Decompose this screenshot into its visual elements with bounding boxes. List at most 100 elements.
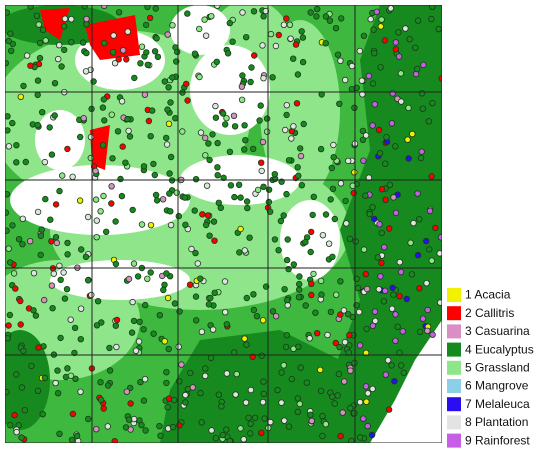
survey-point [117, 175, 124, 183]
survey-point [163, 141, 171, 148]
survey-point [30, 270, 38, 277]
survey-point [22, 158, 29, 166]
survey-point [402, 25, 409, 32]
survey-point [280, 21, 288, 28]
survey-point [208, 13, 215, 20]
survey-point [259, 138, 267, 146]
survey-point [207, 354, 215, 362]
survey-point [329, 185, 337, 192]
survey-point [88, 291, 95, 299]
survey-point [130, 317, 138, 325]
survey-point [64, 365, 71, 372]
survey-point [317, 145, 325, 153]
survey-point [13, 428, 20, 436]
survey-point [214, 139, 221, 147]
survey-point [130, 260, 138, 267]
survey-point [269, 308, 277, 315]
survey-point [356, 342, 364, 349]
survey-point [282, 126, 289, 134]
survey-point [69, 410, 77, 418]
survey-point [202, 365, 209, 372]
survey-point [382, 196, 389, 203]
survey-point [163, 270, 170, 277]
survey-point [230, 112, 238, 119]
survey-point [242, 399, 250, 406]
survey-point [63, 286, 71, 293]
survey-point [27, 5, 34, 10]
survey-point [165, 120, 173, 127]
survey-point [197, 389, 204, 397]
survey-point [137, 60, 144, 67]
survey-point [37, 251, 44, 259]
survey-point [386, 181, 394, 189]
survey-point [112, 260, 120, 268]
survey-point [50, 270, 57, 277]
survey-point [119, 143, 126, 150]
survey-point [7, 47, 15, 54]
survey-point [318, 291, 325, 298]
survey-point [153, 35, 160, 42]
survey-point [127, 400, 134, 407]
survey-point [281, 417, 288, 424]
survey-point [202, 152, 209, 159]
survey-point [363, 398, 370, 405]
survey-point [82, 68, 90, 75]
survey-point [83, 49, 90, 57]
survey-point [297, 145, 304, 152]
legend-swatch [447, 415, 461, 430]
survey-point [163, 379, 170, 387]
survey-point [397, 70, 405, 77]
survey-point [253, 313, 261, 320]
survey-point [360, 157, 367, 164]
survey-point [64, 251, 71, 258]
survey-point [375, 126, 383, 134]
survey-point [213, 58, 220, 65]
survey-point [125, 275, 133, 283]
survey-point [57, 276, 64, 283]
survey-point [175, 212, 182, 220]
survey-point [32, 312, 40, 319]
survey-point [247, 386, 255, 394]
survey-point [212, 102, 219, 110]
survey-point [161, 78, 168, 85]
survey-point [375, 286, 383, 293]
survey-point [398, 98, 405, 105]
survey-point [5, 9, 11, 16]
survey-point [113, 316, 121, 324]
survey-point [368, 431, 376, 439]
survey-point [77, 388, 84, 395]
survey-point [272, 42, 280, 50]
survey-point [102, 228, 110, 235]
survey-point [339, 409, 346, 416]
survey-point [35, 60, 43, 68]
survey-point [400, 369, 407, 376]
survey-point [34, 77, 42, 84]
survey-point [61, 295, 69, 302]
survey-point [365, 72, 373, 80]
survey-point [410, 219, 417, 227]
survey-point [34, 121, 41, 129]
survey-point [129, 298, 136, 306]
survey-point [424, 306, 431, 314]
legend-swatch [447, 397, 461, 412]
survey-point [34, 387, 42, 394]
survey-point [242, 34, 250, 41]
survey-point [68, 16, 75, 23]
survey-point [329, 393, 336, 400]
survey-point [115, 56, 122, 63]
forest-areas [5, 5, 442, 443]
survey-point [336, 343, 343, 351]
survey-point [260, 390, 267, 397]
survey-point [271, 236, 279, 243]
survey-point [164, 31, 171, 38]
survey-point [298, 181, 305, 189]
survey-point [97, 379, 104, 386]
survey-point [362, 349, 370, 357]
survey-point [82, 253, 90, 260]
survey-point [186, 281, 194, 288]
survey-point [250, 306, 258, 314]
survey-point [122, 424, 130, 431]
survey-point [92, 167, 99, 175]
survey-point [404, 136, 411, 143]
survey-point [295, 294, 303, 301]
